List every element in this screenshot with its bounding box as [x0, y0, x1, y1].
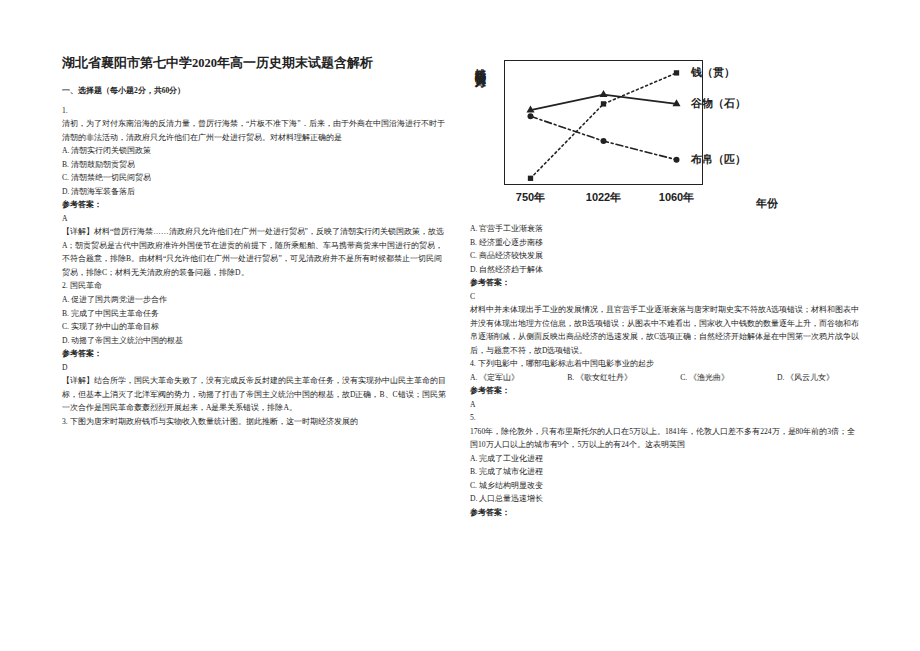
html-text:3. 下图为唐宋时期政府钱币与实物收入数量统计图。据此推断，: 3. 下图为唐宋时期政府钱币与实物收入数量统计图。据此推断，这一时期经济发展的	[62, 416, 358, 426]
html-text:材料中并未体现出手工业的发展情况，且官营手工业逐渐衰落与唐宋: 材料中并未体现出手工业的发展情况，且官营手工业逐渐衰落与唐宋时期史实不符故A选项…	[470, 305, 860, 355]
html-text:4. 下列电影中，哪部电影标志着中国电影事业的起步: 4. 下列电影中，哪部电影标志着中国电影事业的起步	[470, 359, 654, 369]
html-text:参考答案：: 参考答案：	[470, 278, 510, 288]
html-text:2. 国民革命: 2. 国民革命	[62, 281, 102, 291]
html-text:D. 人口总量迅速增长: D. 人口总量迅速增长	[470, 494, 544, 504]
html-text:B. 完成了中国民主革命任务: B. 完成了中国民主革命任务	[62, 308, 159, 318]
html-text:C. 商品经济较快发展: C. 商品经济较快发展	[470, 251, 543, 260]
html-text:B. 完成了城市化进程: B. 完成了城市化进程	[470, 467, 543, 477]
html-text:C: C	[470, 291, 476, 301]
html-text:C. 实现了孙中山的革命目标: C. 实现了孙中山的革命目标	[62, 322, 159, 331]
svg-text:1060年: 1060年	[659, 191, 694, 203]
svg-text:布帛（匹）: 布帛（匹）	[690, 153, 746, 166]
html-text:C. 《渔光曲》: C. 《渔光曲》	[680, 372, 729, 382]
html-text:1.: 1.	[62, 105, 68, 115]
html-text:参考答案：: 参考答案：	[470, 386, 510, 396]
html-text:5.: 5.	[470, 413, 476, 423]
html-text:A. 促进了国共两党进一步合作: A. 促进了国共两党进一步合作	[62, 295, 168, 304]
svg-text:1022年: 1022年	[586, 191, 621, 203]
html-text:A. 完成了工业化进程: A. 完成了工业化进程	[470, 453, 544, 463]
svg-text:年份: 年份	[755, 197, 779, 209]
svg-text:750年: 750年	[516, 191, 545, 203]
html-text:A: A	[62, 213, 68, 223]
html-text:C. 城乡结构明显改变: C. 城乡结构明显改变	[470, 480, 543, 490]
html-text:D. 《风云儿女》: D. 《风云儿女》	[777, 372, 835, 382]
svg-text:钱（贯）: 钱（贯）	[690, 66, 735, 79]
html-text:参考答案：: 参考答案：	[62, 349, 102, 358]
html-text:D. 清朝海军装备落后: D. 清朝海军装备落后	[62, 186, 136, 196]
html-text:【详解】材料“曾厉行海禁……清政府只允许他们在广州一处进行贸: 【详解】材料“曾厉行海禁……清政府只允许他们在广州一处进行贸易”，反映了清朝实行…	[62, 227, 444, 277]
html-text:参考答案：: 参考答案：	[62, 200, 102, 210]
html-text:A: A	[470, 399, 476, 409]
html-text:C. 清朝禁绝一切民间贸易: C. 清朝禁绝一切民间贸易	[62, 173, 151, 183]
html-text:湖北省襄阳市第七中学2020年高一历史期末试题含解析: 湖北省襄阳市第七中学2020年高一历史期末试题含解析	[62, 56, 373, 70]
html-text:一、选择题（每小题2分，共60分）: 一、选择题（每小题2分，共60分）	[62, 86, 186, 96]
html-text:清初，为了对付东南沿海的反清力量，曾厉行海禁，“片板不准下海: 清初，为了对付东南沿海的反清力量，曾厉行海禁，“片板不准下海”．后来，由于外商在…	[62, 119, 445, 142]
html-text:D. 动摇了帝国主义统治中国的根基: D. 动摇了帝国主义统治中国的根基	[62, 335, 184, 345]
html-text:A. 官营手工业渐衰落: A. 官营手工业渐衰落	[470, 224, 544, 233]
html-text:钱币与实物收入（百万）: 钱币与实物收入（百万）	[474, 60, 487, 71]
html-text:A. 《定军山》: A. 《定军山》	[470, 372, 520, 382]
html-text:B. 清朝鼓励朝贡贸易: B. 清朝鼓励朝贡贸易	[62, 159, 135, 169]
svg-text:谷物（石）: 谷物（石）	[690, 97, 746, 110]
html-text:D: D	[62, 362, 68, 372]
html-text:A. 清朝实行闭关锁国政策: A. 清朝实行闭关锁国政策	[62, 146, 152, 156]
html-text:D. 自然经济趋于解体: D. 自然经济趋于解体	[470, 264, 544, 274]
html-text:【详解】结合所学，国民大革命失败了，没有完成反帝反封建的民主: 【详解】结合所学，国民大革命失败了，没有完成反帝反封建的民主革命任务，没有实现孙…	[62, 376, 446, 413]
html-text:1760年，除伦敦外，只有布里斯托尔的人口在5万以上。184: 1760年，除伦敦外，只有布里斯托尔的人口在5万以上。1841年，伦敦人口差不多…	[470, 426, 855, 450]
html-text:B. 《歌女红牡丹》: B. 《歌女红牡丹》	[567, 372, 633, 382]
html-text:B. 经济重心逐步南移: B. 经济重心逐步南移	[470, 237, 543, 247]
html-text:参考答案：: 参考答案：	[470, 507, 510, 517]
